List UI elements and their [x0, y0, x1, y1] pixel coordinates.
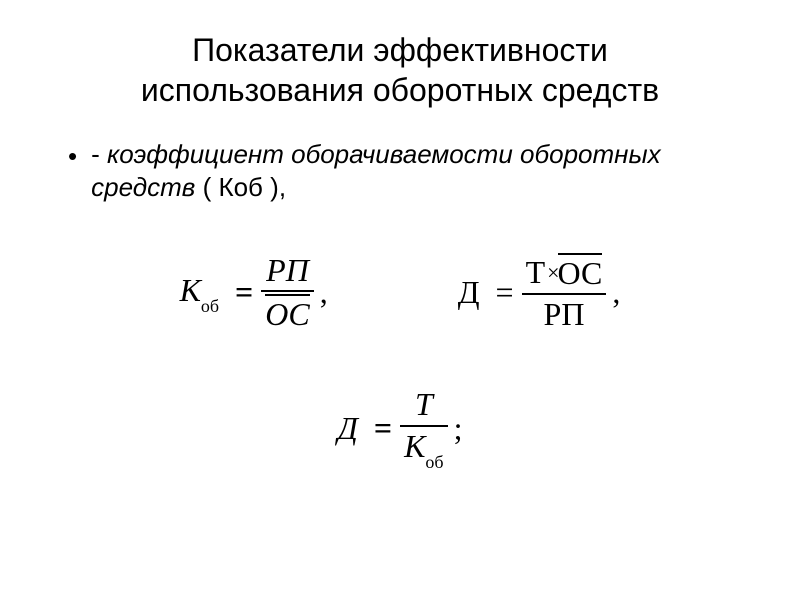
frac1-num: РП [262, 253, 313, 288]
fraction-1: РП ОС [261, 253, 313, 332]
frac2-den: РП [540, 297, 589, 332]
bullet-italic: коэффициент оборачиваемости оборотных ср… [91, 139, 660, 202]
symbol-K-2: К [404, 428, 425, 464]
fraction-bar-icon [400, 425, 447, 427]
bullet-marker: • [68, 142, 77, 171]
formulas-area: Коб = РП ОС , Д = Т × ОС [50, 253, 750, 469]
d2-lhs: Д [338, 410, 358, 447]
frac3-den: Коб [400, 429, 447, 469]
kob-lhs: Коб [180, 272, 219, 313]
comma-2: , [612, 274, 620, 311]
semicolon: ; [454, 410, 463, 447]
symbol-K: К [180, 272, 201, 308]
d1-lhs: Д [458, 274, 480, 311]
symbol-T: Т [526, 255, 546, 290]
bullet-item: • - коэффициент оборачиваемости оборотны… [68, 138, 750, 203]
fraction-bar-icon [261, 290, 313, 292]
oc-overline: ОС [265, 294, 309, 332]
dash: - [91, 139, 100, 169]
symbol-ob-2: об [425, 452, 443, 472]
fraction-bar-icon [522, 293, 607, 295]
comma-1: , [320, 274, 328, 311]
frac2-num: Т × ОС [522, 253, 607, 291]
title-line-2: использования оборотных средств [141, 72, 659, 108]
fraction-3: Т Коб [400, 387, 447, 468]
formula-row-1: Коб = РП ОС , Д = Т × ОС [50, 253, 750, 332]
slide-title: Показатели эффективности использования о… [50, 30, 750, 110]
formula-d1: Д = Т × ОС РП , [458, 253, 621, 332]
symbol-ob: об [201, 296, 219, 316]
bullet-text: - коэффициент оборачиваемости оборотных … [91, 138, 750, 203]
oc-overline-2: ОС [558, 253, 603, 291]
equals-icon: = [496, 274, 514, 311]
frac3-num: Т [411, 387, 437, 422]
equals-icon: = [374, 410, 392, 447]
formula-d2: Д = Т Коб ; [338, 387, 463, 468]
formula-kob: Коб = РП ОС , [180, 253, 328, 332]
frac1-den: ОС [261, 294, 313, 332]
times-icon: × [547, 261, 559, 285]
title-line-1: Показатели эффективности [192, 32, 608, 68]
fraction-2: Т × ОС РП [522, 253, 607, 332]
equals-icon: = [235, 274, 253, 311]
bullet-tail: ( Коб ), [195, 172, 286, 202]
